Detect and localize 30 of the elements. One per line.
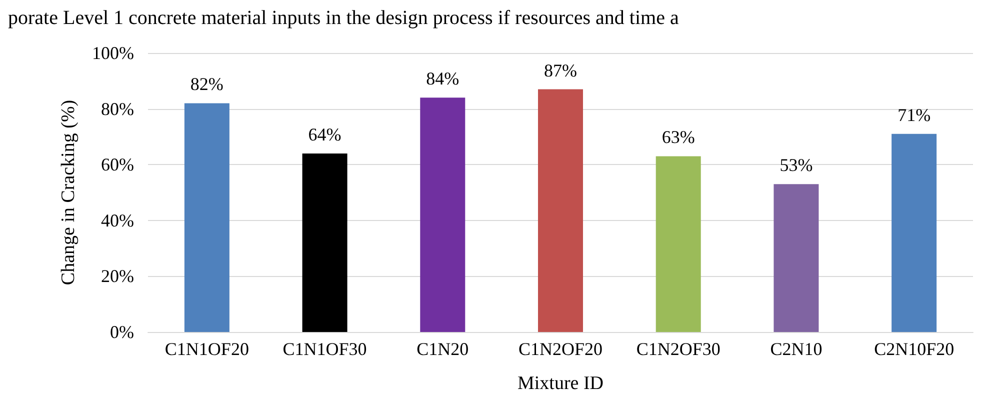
text: porate Level 1 concrete material inputs in the design process if resources and time a xyxy=(8,7,679,29)
y-tick-label: 100% xyxy=(92,43,134,63)
data-label: 87% xyxy=(544,60,577,80)
x-tick-label: C1N1OF20 xyxy=(164,339,249,359)
y-tick-label: 40% xyxy=(101,210,134,230)
x-tick-label: C2N10 xyxy=(770,339,822,359)
y-tick-label: 60% xyxy=(101,154,134,175)
y-tick-label: 0% xyxy=(110,322,134,342)
x-tick-label: C2N10F20 xyxy=(874,339,954,359)
bar xyxy=(184,103,230,332)
data-label: 71% xyxy=(898,104,931,125)
data-label: 53% xyxy=(780,155,813,176)
y-tick-label: 80% xyxy=(101,98,134,119)
bar xyxy=(656,156,701,332)
x-axis-title: Mixture ID xyxy=(517,373,604,394)
x-tick-label: C1N2OF30 xyxy=(636,339,720,359)
x-tick-label: C1N2OF20 xyxy=(518,339,603,359)
data-label: 64% xyxy=(308,124,342,144)
y-tick-label: 20% xyxy=(101,266,134,286)
bar xyxy=(892,134,937,332)
bar xyxy=(538,89,583,332)
data-label: 84% xyxy=(426,68,460,89)
y-axis-title: Change in Cracking (%) xyxy=(58,100,79,286)
bar xyxy=(420,98,466,332)
x-tick-label: C1N20 xyxy=(416,339,469,359)
data-label: 82% xyxy=(190,74,224,94)
x-tick-label: C1N1OF30 xyxy=(282,339,367,359)
bar xyxy=(302,153,348,332)
bar xyxy=(774,184,819,332)
data-label: 63% xyxy=(662,127,695,148)
